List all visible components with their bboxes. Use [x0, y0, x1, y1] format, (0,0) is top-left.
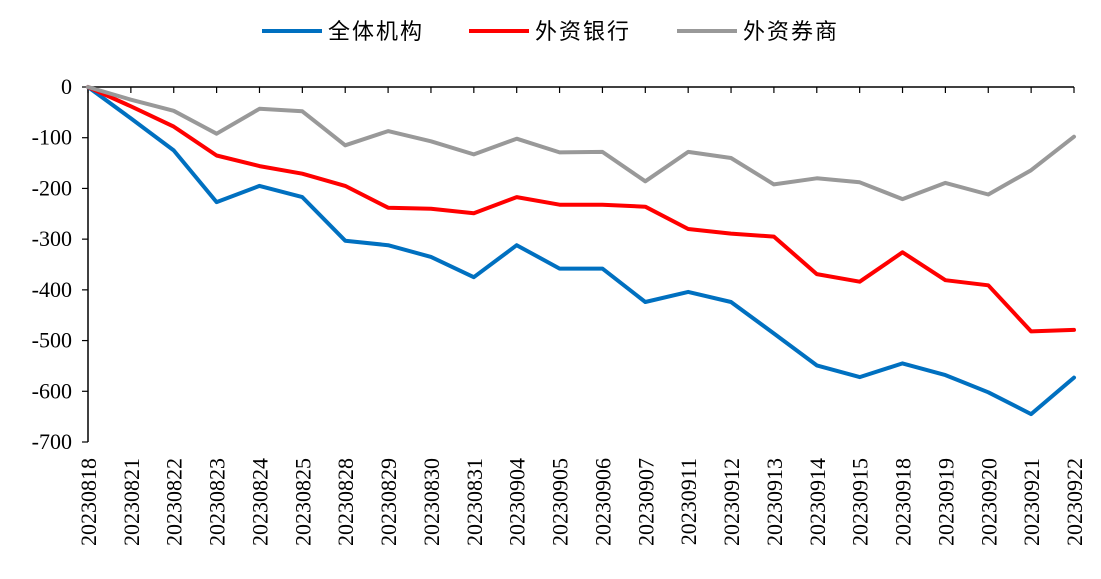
x-tick-label: 20230919: [933, 458, 958, 546]
x-tick-label: 20230904: [505, 458, 530, 546]
x-tick-label: 20230828: [333, 458, 358, 546]
x-tick-label: 20230920: [976, 458, 1001, 546]
series-line-3: [86, 85, 1076, 202]
x-tick-label: 20230906: [590, 458, 615, 546]
x-tick-label: 20230914: [805, 458, 830, 546]
y-tick-label: -400: [32, 277, 72, 302]
x-tick-label: 20230913: [762, 458, 787, 546]
x-tick-label: 20230918: [891, 458, 916, 546]
x-tick-label: 20230831: [462, 458, 487, 546]
x-tick-label: 20230922: [1062, 458, 1087, 546]
legend-label: 外资银行: [535, 20, 631, 45]
y-tick-label: -200: [32, 175, 72, 200]
legend-label: 全体机构: [328, 20, 424, 45]
series-line-1: [86, 85, 1076, 417]
x-tick-label: 20230818: [76, 458, 101, 546]
x-tick-label: 20230825: [290, 458, 315, 546]
x-tick-label: 20230921: [1019, 458, 1044, 546]
x-tick-label: 20230912: [719, 458, 744, 546]
x-tick-label: 20230830: [419, 458, 444, 546]
y-tick-label: -100: [32, 125, 72, 150]
y-tick-label: -700: [32, 429, 72, 454]
series-line-2: [86, 85, 1076, 334]
legend: 全体机构 外资银行 外资券商: [262, 20, 839, 45]
y-tick-label: -500: [32, 328, 72, 353]
x-tick-label: 20230824: [247, 458, 272, 546]
x-tick-label: 20230911: [676, 458, 701, 545]
x-tick-label: 20230915: [848, 458, 873, 546]
series-lines: [86, 85, 1076, 417]
y-tick-label: -300: [32, 226, 72, 251]
x-tick-label: 20230905: [548, 458, 573, 546]
x-tick-label: 20230822: [162, 458, 187, 546]
x-tick-label: 20230829: [376, 458, 401, 546]
y-tick-label: -600: [32, 378, 72, 403]
x-tick-label: 20230907: [633, 458, 658, 546]
x-tick-label: 20230821: [119, 458, 144, 546]
legend-label: 外资券商: [743, 20, 839, 45]
x-tick-label: 20230823: [205, 458, 230, 546]
y-tick-label: 0: [61, 74, 72, 99]
